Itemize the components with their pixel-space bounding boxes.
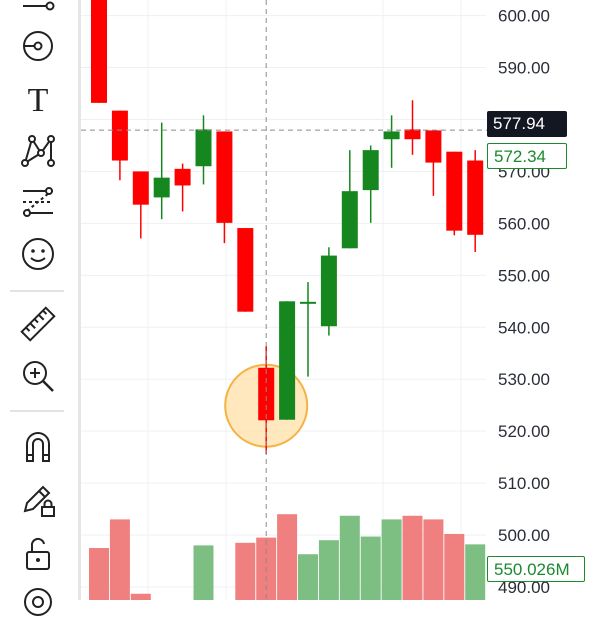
price-axis-tick: 560.00	[498, 214, 550, 233]
toolbar-separator	[10, 290, 64, 292]
drawing-toolbar: T	[0, 0, 81, 616]
volume-bar	[444, 533, 465, 600]
candle-body	[446, 151, 463, 231]
candle-body	[320, 255, 337, 327]
volume-bar	[360, 536, 381, 600]
price-axis-tick: 520.00	[498, 422, 550, 441]
volume-bar	[298, 554, 318, 600]
price-axis-tick: 550.00	[498, 266, 550, 285]
text-tool[interactable]: T	[14, 74, 62, 122]
lock-drawing-tool[interactable]	[14, 476, 62, 524]
crosshair-price-label: 577.94	[487, 111, 567, 137]
circle-tool[interactable]	[14, 22, 62, 70]
volume-bar	[465, 544, 486, 600]
volume-bar	[402, 515, 423, 600]
emoji-tool[interactable]	[14, 230, 62, 278]
price-axis-tick: 510.00	[498, 474, 550, 493]
volume-bar	[423, 519, 444, 600]
candle-body	[341, 191, 358, 249]
candle-body	[258, 367, 275, 421]
volume-bar	[193, 545, 214, 600]
candle-body	[425, 130, 442, 163]
candle-body	[237, 228, 254, 312]
text-tool-glyph: T	[28, 82, 49, 117]
visibility-tool[interactable]	[14, 578, 62, 626]
pattern-icon	[21, 135, 55, 167]
candle-body	[132, 171, 149, 205]
zoom-in-icon	[23, 361, 54, 392]
candle-body	[362, 150, 379, 191]
text-icon: T	[28, 82, 49, 117]
price-axis-tick: 490.00	[498, 578, 550, 597]
ruler-tool[interactable]	[14, 300, 62, 348]
volume-bar	[130, 593, 151, 600]
forecast-tool[interactable]	[14, 178, 62, 226]
volume-bar	[277, 514, 298, 600]
last-price-label: 572.34	[487, 143, 567, 169]
candle-body	[111, 110, 128, 161]
pattern-tool[interactable]	[14, 126, 62, 174]
candle-body	[300, 301, 316, 304]
volume-bar	[381, 519, 402, 600]
volume-bar	[339, 515, 360, 600]
volume-label: 550.026M	[487, 556, 585, 582]
candle-body	[174, 168, 191, 186]
candle-body	[91, 0, 107, 103]
volume-bar	[89, 548, 109, 600]
toolbar-separator	[10, 410, 64, 412]
candle-body	[279, 301, 296, 420]
price-axis-tick: 540.00	[498, 318, 550, 337]
volume-bar	[318, 540, 339, 600]
price-axis-tick: 500.00	[498, 526, 550, 545]
forecast-icon	[23, 187, 53, 217]
price-axis-tick: 590.00	[498, 59, 550, 78]
eye-icon	[24, 588, 52, 616]
ruler-icon	[20, 306, 56, 342]
candle-body	[467, 160, 484, 235]
smiley-icon	[22, 238, 54, 270]
volume-bar	[109, 519, 130, 600]
candle-body	[153, 177, 170, 198]
unlock-tool[interactable]	[14, 530, 62, 578]
trend-line-icon	[23, 1, 55, 11]
unlock-icon	[26, 537, 50, 570]
magnet-icon	[26, 432, 50, 462]
volume-bar	[235, 542, 256, 600]
price-chart[interactable]: 600.00590.00580.00570.00560.00550.00540.…	[81, 0, 600, 600]
price-axis-tick: 530.00	[498, 370, 550, 389]
candle-body	[404, 129, 421, 140]
candle-body	[383, 131, 400, 140]
candle-body	[216, 131, 233, 223]
trend-line-tool[interactable]	[14, 0, 62, 30]
zoom-in-tool[interactable]	[14, 352, 62, 400]
price-axis-tick: 600.00	[498, 7, 550, 26]
magnet-tool[interactable]	[14, 422, 62, 470]
circle-target-icon	[23, 31, 53, 61]
pencil-lock-icon	[23, 485, 55, 517]
candle-body	[195, 129, 212, 167]
